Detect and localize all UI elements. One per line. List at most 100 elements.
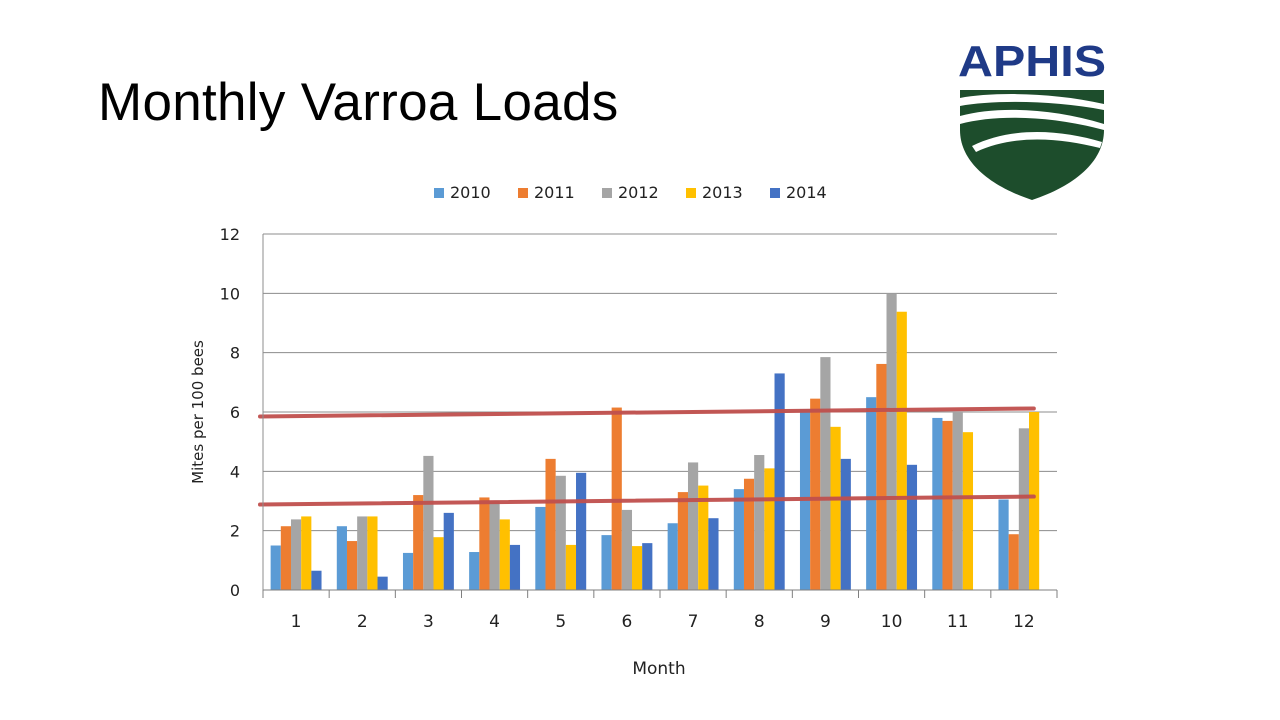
bar-2010-month-11 xyxy=(932,417,943,590)
aphis-logo-stripe-1 xyxy=(960,94,1104,110)
aphis-logo-stripe-3 xyxy=(972,132,1102,152)
y-tick-label: 12 xyxy=(220,225,240,244)
x-tick-label: 4 xyxy=(489,612,500,632)
bar-2011-month-2 xyxy=(346,541,358,590)
slide-title: Monthly Varroa Loads xyxy=(98,73,619,132)
bar-2013-month-6 xyxy=(632,546,643,590)
legend-swatch-2013 xyxy=(686,188,696,198)
bar-2010-month-7 xyxy=(667,523,678,590)
bar-2012-month-7 xyxy=(687,462,699,590)
bar-2011-month-4 xyxy=(479,497,490,590)
bar-2013-month-1 xyxy=(301,516,312,590)
y-axis-label: Mites per 100 bees xyxy=(189,340,207,484)
legend-label: 2011 xyxy=(534,183,575,202)
bar-2010-month-5 xyxy=(535,506,546,590)
x-axis-label: Month xyxy=(632,659,685,679)
bar-2014-month-10 xyxy=(906,464,918,590)
legend-label: 2014 xyxy=(786,183,827,202)
bar-2014-month-2 xyxy=(377,576,388,590)
bar-2012-month-4 xyxy=(489,501,500,590)
legend-swatch-2012 xyxy=(602,188,612,198)
bar-2013-month-7 xyxy=(698,485,709,590)
bar-2012-month-9 xyxy=(820,357,831,590)
bar-2012-month-11 xyxy=(952,412,963,590)
legend-swatch-2011 xyxy=(518,188,528,198)
bar-2013-month-10 xyxy=(896,311,907,590)
legend-label: 2013 xyxy=(702,183,743,202)
y-tick-label: 6 xyxy=(230,403,240,422)
bar-2013-month-8 xyxy=(764,468,775,590)
y-tick-label: 0 xyxy=(230,581,240,600)
bar-2014-month-4 xyxy=(509,544,521,590)
y-axis-ticks: 0 2 4 6 8 10 12 xyxy=(220,225,240,600)
y-tick-label: 2 xyxy=(230,522,240,541)
bar-2010-month-3 xyxy=(402,552,414,590)
bar-2014-month-1 xyxy=(311,570,322,590)
x-tick-label: 2 xyxy=(357,612,368,632)
bar-2011-month-9 xyxy=(810,398,821,590)
aphis-logo: APHIS xyxy=(958,37,1106,200)
x-tick-label: 9 xyxy=(820,612,831,632)
bar-2010-month-1 xyxy=(270,545,281,590)
legend-label: 2010 xyxy=(450,183,491,202)
y-tick-label: 8 xyxy=(230,344,240,363)
bar-2012-month-1 xyxy=(290,519,302,590)
chart-bars xyxy=(270,293,1040,590)
bar-2011-month-3 xyxy=(413,495,424,590)
bar-2013-month-9 xyxy=(830,426,841,590)
bar-2013-month-2 xyxy=(367,516,378,590)
bar-2010-month-2 xyxy=(336,526,347,590)
legend-swatch-2014 xyxy=(770,188,780,198)
bar-2014-month-3 xyxy=(443,512,454,590)
bar-2013-month-3 xyxy=(433,537,444,590)
legend-label: 2012 xyxy=(618,183,659,202)
aphis-logo-stripe-2 xyxy=(960,109,1104,130)
bar-2011-month-12 xyxy=(1008,534,1019,590)
x-tick-label: 10 xyxy=(881,612,903,632)
bar-2012-month-8 xyxy=(754,455,765,590)
chart-legend: 2010 2011 2012 2013 2014 xyxy=(434,183,827,202)
bar-2012-month-12 xyxy=(1018,428,1030,590)
trendline-2 xyxy=(258,494,1036,507)
x-tick-label: 8 xyxy=(754,612,765,632)
bar-2012-month-5 xyxy=(555,475,566,590)
bar-2012-month-10 xyxy=(886,293,897,590)
bar-2010-month-6 xyxy=(601,535,612,590)
y-tick-label: 10 xyxy=(220,284,240,303)
bar-2011-month-5 xyxy=(545,458,556,590)
bar-2013-month-11 xyxy=(962,432,974,590)
chart-trendlines xyxy=(258,406,1036,507)
x-tick-label: 3 xyxy=(423,612,434,632)
bar-2012-month-6 xyxy=(621,509,633,590)
bar-2013-month-12 xyxy=(1029,412,1040,590)
bar-2011-month-6 xyxy=(611,407,622,590)
bar-2011-month-10 xyxy=(876,363,887,590)
bar-2012-month-3 xyxy=(423,455,434,590)
x-tick-label: 1 xyxy=(291,612,302,632)
bar-2013-month-5 xyxy=(565,544,577,590)
bar-2011-month-11 xyxy=(942,420,953,590)
bar-2012-month-2 xyxy=(357,516,368,590)
trendline-1 xyxy=(258,406,1036,419)
aphis-logo-text: APHIS xyxy=(958,37,1106,86)
x-axis: 1 2 3 4 5 6 7 8 9 10 11 12 xyxy=(262,234,1058,632)
bar-2013-month-4 xyxy=(499,519,510,590)
x-tick-label: 5 xyxy=(555,612,566,632)
bar-2014-month-9 xyxy=(840,458,851,590)
bar-2014-month-5 xyxy=(576,472,587,590)
bar-2010-month-10 xyxy=(866,397,877,590)
legend-swatch-2010 xyxy=(434,188,444,198)
y-tick-label: 4 xyxy=(230,462,240,481)
bar-2014-month-7 xyxy=(708,518,719,590)
bar-2011-month-7 xyxy=(677,492,688,590)
bar-2010-month-12 xyxy=(998,499,1009,590)
x-tick-label: 7 xyxy=(688,612,699,632)
bar-2014-month-6 xyxy=(642,543,653,590)
bar-2011-month-8 xyxy=(743,478,755,590)
bar-2011-month-1 xyxy=(280,526,291,590)
bar-2014-month-8 xyxy=(774,373,785,590)
x-tick-label: 6 xyxy=(622,612,633,632)
bar-2010-month-8 xyxy=(733,489,744,590)
x-tick-label: 12 xyxy=(1013,612,1035,632)
